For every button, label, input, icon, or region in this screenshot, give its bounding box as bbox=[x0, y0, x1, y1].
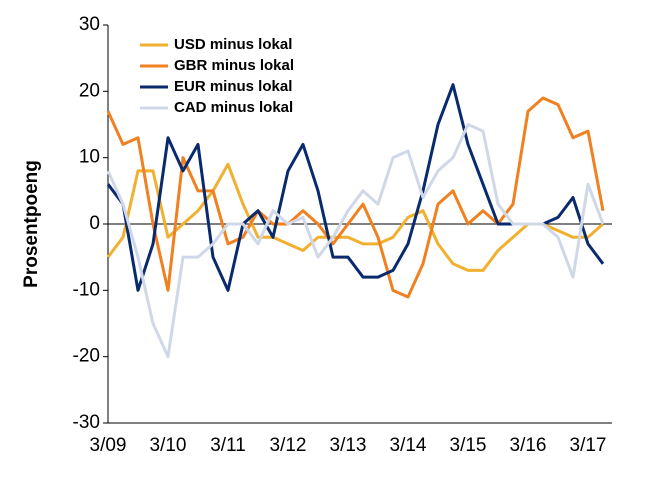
series-line bbox=[106, 96, 605, 299]
y-tick-label: 30 bbox=[79, 14, 100, 35]
y-tick-label: 0 bbox=[89, 213, 100, 234]
x-tick-label: 3/13 bbox=[330, 435, 367, 456]
legend-label: EUR minus lokal bbox=[174, 78, 292, 95]
x-tick-label: 3/11 bbox=[210, 435, 246, 456]
legend-label: GBR minus lokal bbox=[174, 57, 294, 74]
x-tick-label: 3/17 bbox=[570, 435, 607, 456]
series-line bbox=[106, 162, 604, 272]
y-axis-label: Prosentpoeng bbox=[21, 160, 42, 288]
x-tick-label: 3/09 bbox=[90, 435, 127, 456]
y-tick-label: 20 bbox=[79, 80, 100, 101]
series-line bbox=[106, 123, 605, 359]
x-tick-label: 3/12 bbox=[270, 435, 307, 456]
legend-label: CAD minus lokal bbox=[174, 99, 293, 116]
x-tick-label: 3/16 bbox=[510, 435, 547, 456]
y-tick-label: -20 bbox=[73, 346, 100, 367]
x-tick-label: 3/15 bbox=[450, 435, 487, 456]
x-tick-label: 3/14 bbox=[390, 435, 427, 456]
y-tick-label: -30 bbox=[73, 412, 100, 433]
legend-label: USD minus lokal bbox=[174, 36, 292, 53]
y-tick-label: 10 bbox=[79, 147, 100, 168]
x-tick-label: 3/10 bbox=[150, 435, 187, 456]
y-tick-label: -10 bbox=[73, 279, 100, 300]
